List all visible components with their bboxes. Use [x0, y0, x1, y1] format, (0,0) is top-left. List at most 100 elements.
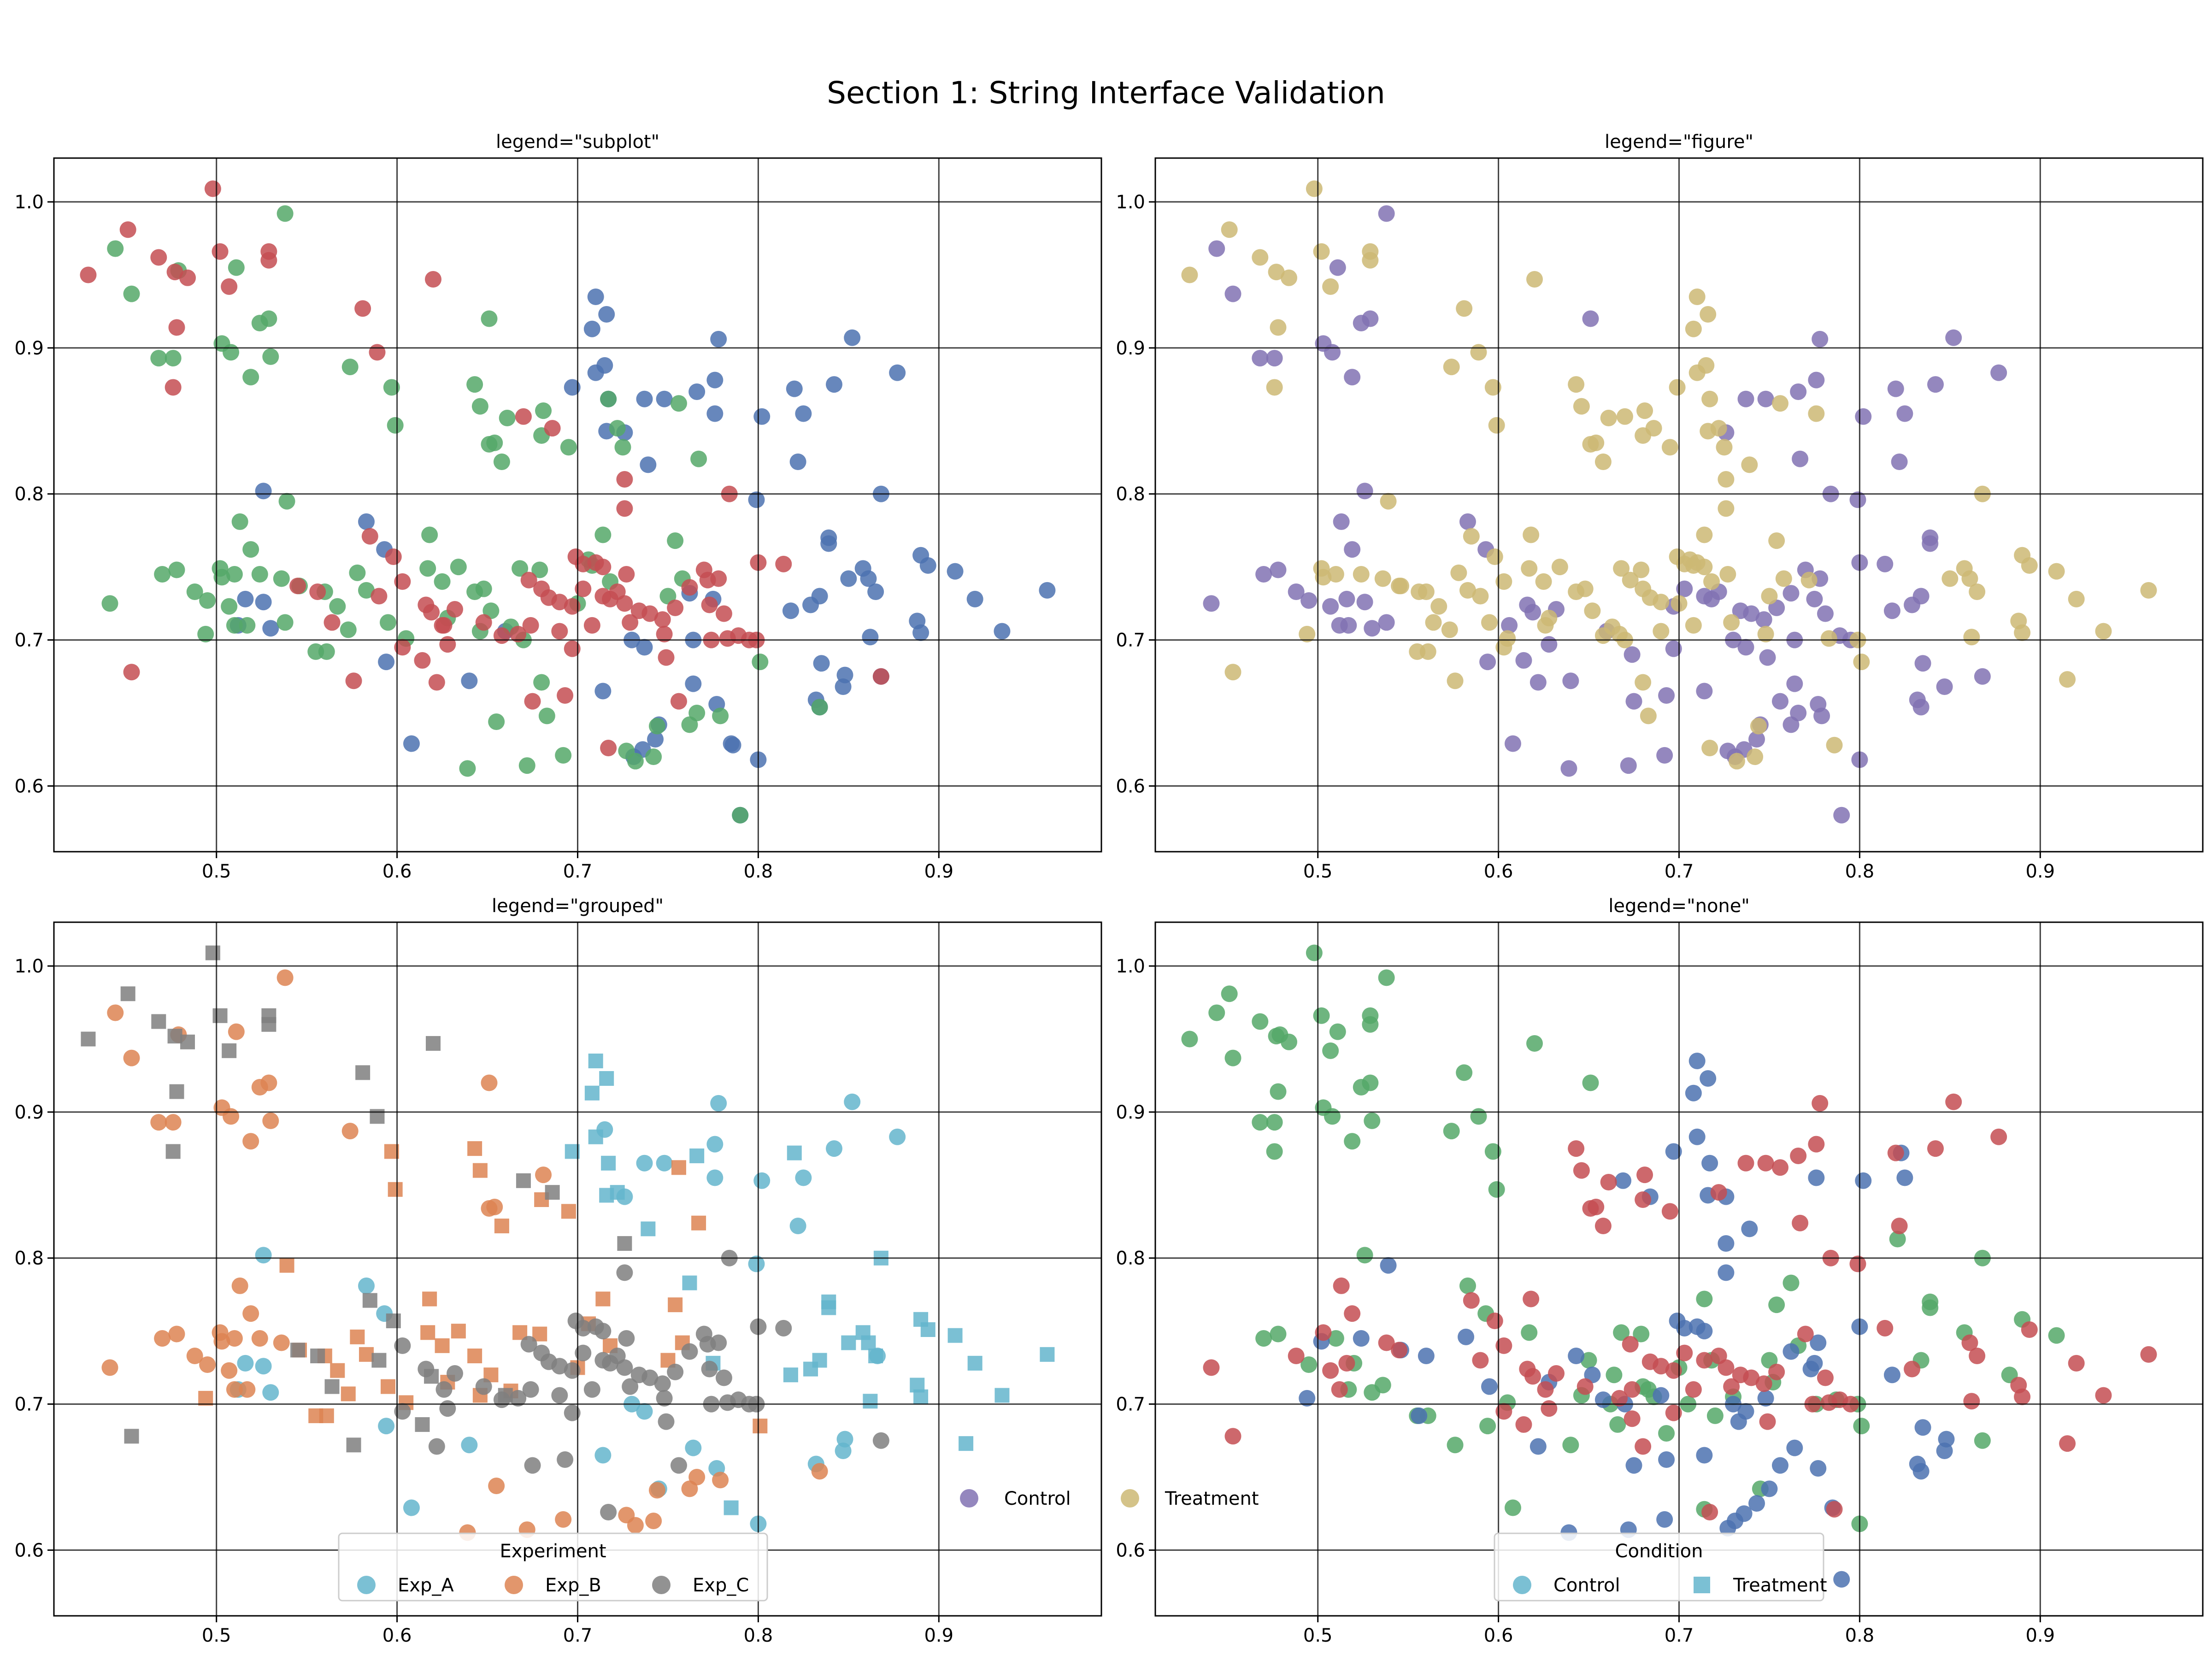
x-tick-label: 0.8: [744, 1625, 773, 1646]
data-point: [522, 617, 539, 634]
grid: [54, 158, 1101, 852]
data-point: [1812, 1095, 1829, 1112]
data-point: [1208, 240, 1225, 257]
data-point: [1658, 687, 1675, 704]
data-point: [1568, 1348, 1585, 1365]
data-point: [1411, 1407, 1428, 1424]
data-point: [1327, 1330, 1344, 1347]
data-point: [1501, 617, 1518, 634]
data-point: [515, 408, 532, 425]
data-point: [1270, 561, 1287, 578]
data-point: [350, 1329, 365, 1344]
data-point: [1447, 1437, 1464, 1454]
data-point: [1625, 1457, 1642, 1474]
series-2: [1299, 1053, 1955, 1588]
data-point: [789, 1218, 806, 1235]
data-point: [616, 595, 633, 612]
data-point: [656, 1390, 673, 1407]
data-point: [1927, 1140, 1944, 1157]
data-point: [647, 731, 664, 748]
data-point: [1737, 390, 1754, 407]
data-point: [1775, 570, 1792, 587]
data-point: [358, 1277, 375, 1294]
data-point: [516, 1173, 531, 1188]
data-point: [2014, 1388, 2031, 1405]
data-point: [251, 315, 268, 332]
data-point: [1568, 1140, 1585, 1157]
data-point: [1790, 705, 1807, 721]
data-point: [1600, 1173, 1617, 1190]
data-point: [279, 1258, 294, 1273]
data-point: [1443, 359, 1460, 376]
data-point: [1458, 1328, 1475, 1345]
data-point: [1961, 1334, 1978, 1351]
data-point: [667, 1363, 684, 1380]
data-point: [685, 675, 702, 692]
data-point: [1817, 1369, 1834, 1386]
data-point: [1181, 1031, 1198, 1048]
data-point: [1938, 1431, 1955, 1448]
data-point: [1300, 1356, 1318, 1373]
data-point: [1635, 1191, 1652, 1208]
data-point: [1750, 718, 1767, 735]
data-point: [840, 570, 857, 587]
data-point: [165, 1144, 181, 1159]
data-point: [622, 614, 639, 631]
data-point: [168, 561, 185, 578]
data-point: [1573, 398, 1590, 415]
data-point: [1748, 731, 1765, 748]
data-point: [1636, 1166, 1653, 1184]
data-point: [1523, 1290, 1540, 1308]
data-point: [380, 614, 397, 631]
data-point: [690, 450, 707, 467]
data-point: [1255, 566, 1272, 583]
data-point: [1624, 1410, 1641, 1427]
data-point: [1701, 1504, 1718, 1521]
data-point: [358, 582, 375, 599]
data-point: [648, 1482, 665, 1499]
data-point: [403, 1499, 420, 1516]
data-point: [1577, 580, 1594, 597]
data-point: [618, 1330, 635, 1347]
data-point: [107, 1004, 124, 1021]
series-2: [565, 1054, 1055, 1515]
data-point: [1329, 1023, 1346, 1040]
data-point: [510, 625, 527, 642]
data-point: [1757, 1154, 1774, 1172]
data-point: [1624, 1381, 1641, 1398]
data-point: [1696, 683, 1713, 700]
data-point: [1313, 1007, 1330, 1024]
data-point: [1203, 595, 1220, 612]
data-point: [1718, 500, 1735, 517]
data-point: [422, 1291, 437, 1307]
data-point: [841, 1335, 856, 1350]
data-point: [309, 583, 326, 601]
data-point: [1530, 674, 1547, 691]
data-point: [486, 434, 503, 451]
data-point: [783, 1367, 798, 1383]
data-point: [361, 528, 378, 545]
data-point: [1891, 454, 1908, 471]
data-point: [213, 569, 230, 586]
data-point: [1624, 646, 1641, 663]
data-point: [1757, 625, 1774, 642]
data-point: [1463, 528, 1480, 545]
data-point: [1472, 1352, 1489, 1369]
data-point: [555, 747, 572, 764]
data-point: [920, 1322, 935, 1337]
data-point: [1356, 594, 1373, 611]
data-point: [658, 1413, 675, 1430]
data-point: [627, 1517, 644, 1534]
data-point: [1889, 1231, 1906, 1248]
data-point: [1313, 243, 1330, 260]
data-point: [706, 405, 724, 422]
y-tick-label: 0.8: [1116, 484, 1145, 505]
data-point: [221, 1362, 238, 1379]
data-point: [1635, 427, 1652, 444]
data-point: [1039, 582, 1056, 599]
data-point: [706, 1169, 724, 1186]
data-point: [425, 1036, 441, 1051]
data-point: [688, 705, 706, 721]
data-point: [359, 1347, 374, 1362]
data-point: [472, 1163, 488, 1178]
